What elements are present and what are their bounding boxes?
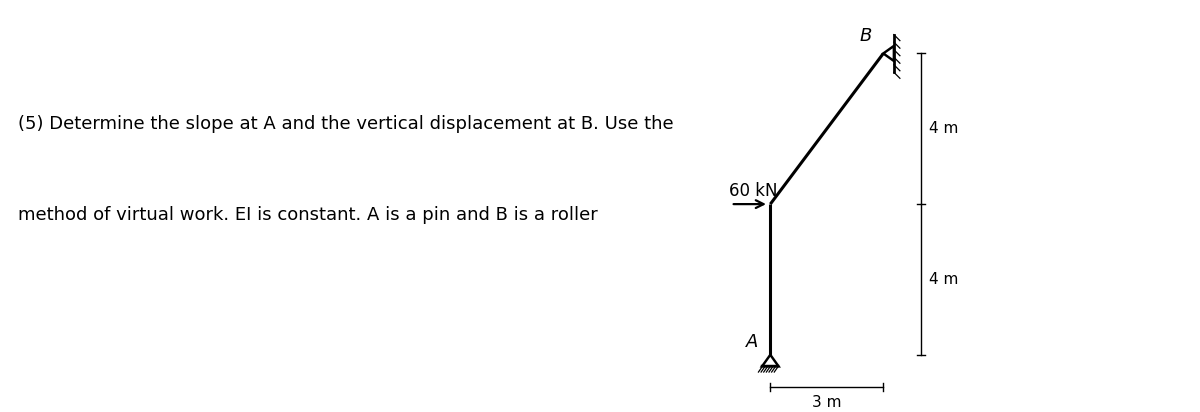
Text: A: A	[746, 332, 758, 351]
Text: B: B	[859, 27, 872, 45]
Polygon shape	[762, 355, 779, 366]
Text: 3 m: 3 m	[812, 395, 841, 410]
Text: 60 kN: 60 kN	[728, 182, 778, 199]
Text: method of virtual work. EI is constant. A is a pin and B is a roller: method of virtual work. EI is constant. …	[18, 206, 598, 224]
Text: (5) Determine the slope at A and the vertical displacement at B. Use the: (5) Determine the slope at A and the ver…	[18, 115, 673, 133]
Polygon shape	[883, 46, 894, 61]
Text: 4 m: 4 m	[929, 121, 958, 136]
Text: 4 m: 4 m	[929, 272, 958, 287]
